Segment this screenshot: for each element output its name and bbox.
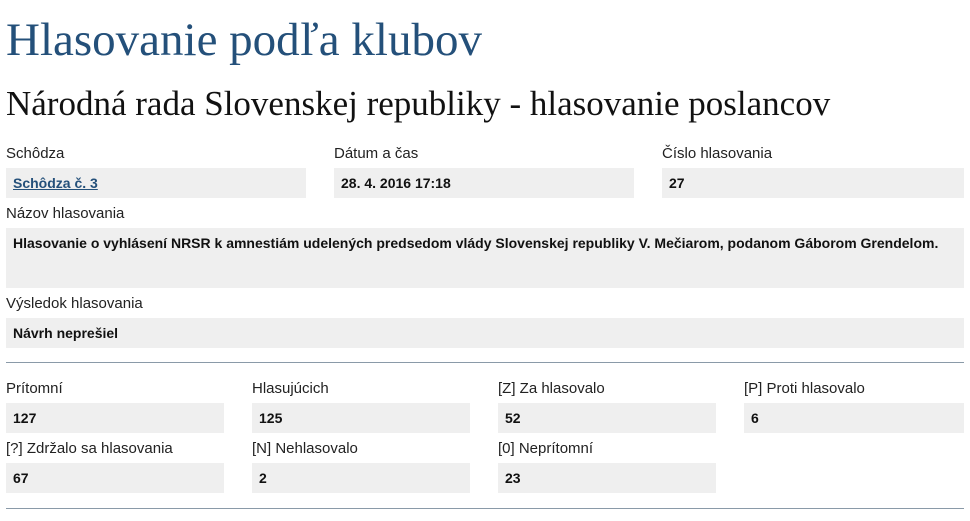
vote-name-value: Hlasovanie o vyhlásení NRSR k amnestiám …	[6, 228, 964, 288]
page-title: Hlasovanie podľa klubov	[6, 14, 482, 66]
against-value: 6	[744, 403, 964, 433]
vote-number-label: Číslo hlasovania	[662, 145, 773, 162]
session-value-box: Schôdza č. 3	[6, 168, 306, 198]
session-link[interactable]: Schôdza č. 3	[13, 175, 98, 191]
datetime-value: 28. 4. 2016 17:18	[334, 168, 634, 198]
voting-value: 125	[252, 403, 470, 433]
against-label: [P] Proti hlasovalo	[744, 380, 865, 397]
abstain-value: 67	[6, 463, 224, 493]
for-label: [Z] Za hlasovalo	[498, 380, 605, 397]
present-label: Prítomní	[6, 380, 63, 397]
notvoted-value: 2	[252, 463, 470, 493]
divider-bottom	[6, 508, 964, 509]
notvoted-label: [N] Nehlasovalo	[252, 440, 358, 457]
page-subtitle: Národná rada Slovenskej republiky - hlas…	[6, 84, 831, 123]
voting-label: Hlasujúcich	[252, 380, 329, 397]
datetime-label: Dátum a čas	[334, 145, 419, 162]
vote-number-value: 27	[662, 168, 964, 198]
session-label: Schôdza	[6, 145, 65, 162]
abstain-label: [?] Zdržalo sa hlasovania	[6, 440, 173, 457]
absent-label: [0] Neprítomní	[498, 440, 594, 457]
divider	[6, 362, 964, 363]
absent-value: 23	[498, 463, 716, 493]
present-value: 127	[6, 403, 224, 433]
for-value: 52	[498, 403, 716, 433]
vote-name-label: Názov hlasovania	[6, 205, 125, 222]
vote-result-value: Návrh neprešiel	[6, 318, 964, 348]
vote-result-label: Výsledok hlasovania	[6, 295, 143, 312]
